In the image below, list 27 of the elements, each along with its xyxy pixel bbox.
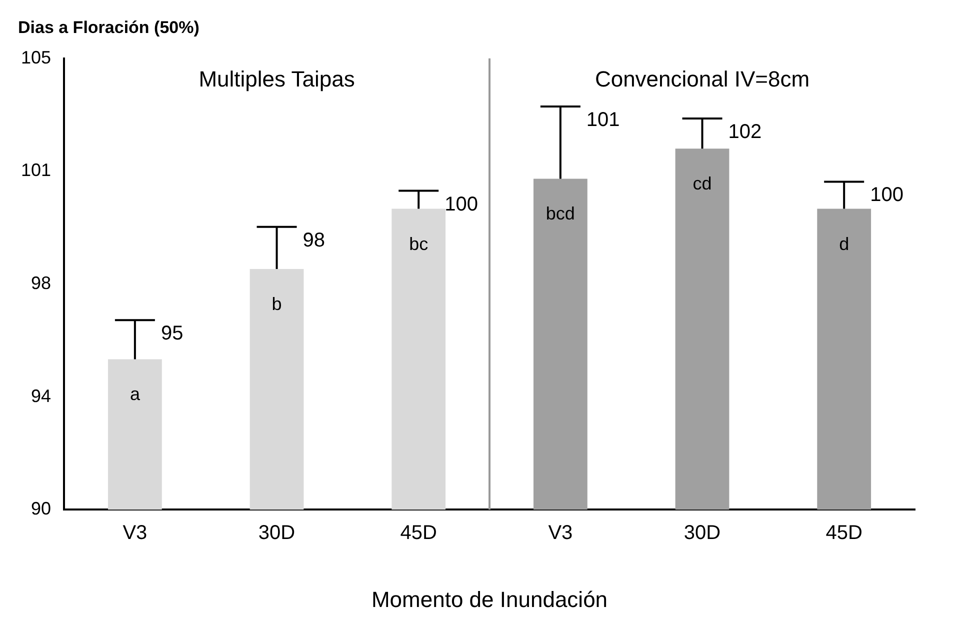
x-tick-label: 30D [258, 522, 296, 544]
annotation: b [272, 294, 282, 314]
data-label: 100 [870, 184, 904, 206]
y-tick-label: 90 [31, 498, 52, 519]
data-label: 100 [444, 193, 478, 216]
annotation: Convencional IV=8cm [594, 66, 810, 92]
data-label: 98 [302, 229, 326, 252]
y-tick-label: 98 [31, 272, 52, 293]
chart-title: Dias a Floración (50%) [18, 18, 200, 37]
annotation: d [839, 234, 850, 254]
annotation: bc [409, 234, 428, 254]
data-label: 95 [160, 322, 184, 345]
annotation: Multiples Taipas [198, 66, 355, 92]
annotation: a [130, 384, 141, 404]
x-tick-label: 45D [826, 522, 862, 544]
annotation: cd [692, 174, 712, 194]
x-tick-label: 45D [400, 522, 437, 544]
x-axis-title: Momento de Inundación [371, 586, 608, 612]
y-tick-label: 101 [20, 160, 52, 180]
x-tick-label: V3 [548, 522, 573, 544]
x-tick-label: V3 [122, 522, 148, 544]
data-label: 102 [728, 121, 762, 144]
annotation: bcd [546, 204, 575, 224]
y-tick-label: 94 [31, 386, 52, 406]
y-tick-label: 105 [20, 47, 52, 68]
x-tick-label: 30D [684, 522, 721, 544]
data-label: 101 [586, 109, 620, 132]
